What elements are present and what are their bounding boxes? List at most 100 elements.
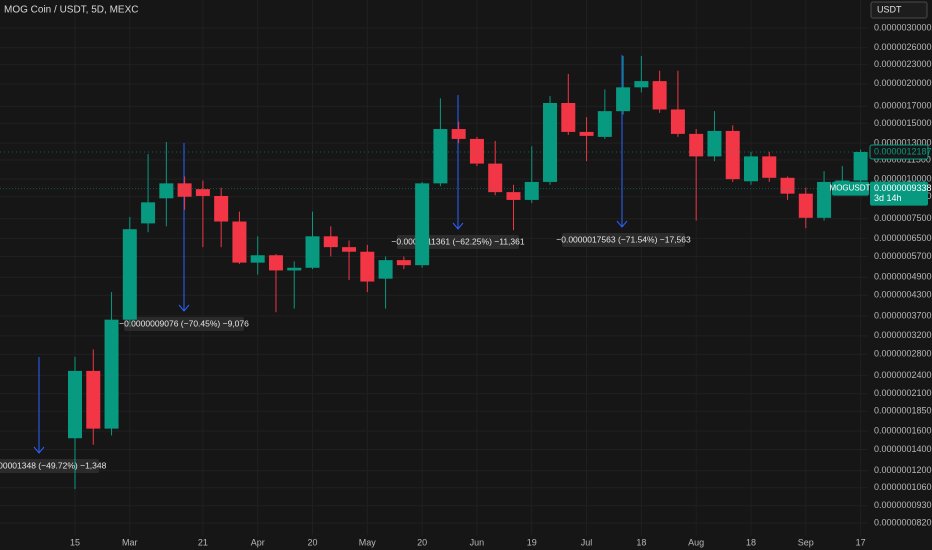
chart-title: MOG Coin / USDT, 5D, MEXC (4, 5, 138, 16)
x-tick-label: May (359, 537, 377, 547)
candle-body (250, 255, 265, 263)
candle-body (323, 236, 338, 248)
y-tick-label: 0.0000006500 (874, 233, 932, 243)
candle-body (122, 229, 137, 320)
candle-body (743, 156, 758, 182)
candle-body (287, 267, 302, 271)
y-tick-label: 0.0000017000 (874, 101, 932, 111)
y-tick-label: 0.0000001600 (874, 426, 932, 436)
candle-body (689, 133, 704, 157)
y-tick-label: 0.0000015000 (874, 118, 932, 128)
candle-body (86, 370, 101, 429)
candle-body (159, 183, 174, 199)
x-tick-label: Apr (251, 537, 265, 547)
x-tick-label: 20 (308, 537, 318, 547)
candle-body (415, 183, 430, 266)
candles (68, 55, 868, 490)
candle-body (68, 370, 82, 439)
symbol-name: MOGUSDT (830, 184, 871, 193)
candle-body (433, 129, 448, 184)
candle-body (817, 181, 832, 218)
price-axis: 0.0000030000 0.0000026000 0.0000023000 0.00… (0, 22, 932, 547)
arrow-head (33, 446, 45, 454)
x-tick-label: 18 (746, 537, 756, 547)
countdown: 3d 14h (874, 193, 902, 203)
candle-body (488, 163, 503, 193)
x-tick-label: 15 (70, 537, 80, 547)
currency-box[interactable] (870, 1, 928, 19)
y-tick-label: 0.0000002100 (874, 388, 932, 398)
candle-body (561, 103, 576, 132)
candle-body (524, 181, 539, 200)
candle-body (378, 260, 393, 279)
x-tick-label: Jun (470, 537, 485, 547)
candle-body (543, 103, 558, 182)
measure-box (562, 233, 685, 247)
candle-body (305, 236, 320, 268)
candle-body (396, 260, 411, 266)
candle-body (232, 221, 247, 263)
y-tick-label: 0.0000001060 (874, 482, 932, 492)
annotations: 0000001348 (−49.72%) −1,348 −0.0000009076… (0, 55, 691, 473)
x-tick-label: Aug (688, 537, 704, 547)
candle-body (195, 189, 210, 196)
x-tick-label: 19 (527, 537, 537, 547)
candle-body (597, 111, 612, 137)
y-tick-label: 0.0000005700 (874, 251, 932, 261)
candle-body (652, 81, 667, 110)
candle-body (506, 192, 521, 200)
y-tick-label: 0.0000004900 (874, 272, 932, 282)
y-tick-label: 0.0000013000 (874, 137, 932, 147)
y-tick-label: 0.0000001200 (874, 465, 932, 475)
y-tick-label: 0.0000000820 (874, 517, 932, 527)
currency[interactable]: USDT (877, 4, 902, 14)
candle-body (853, 151, 868, 181)
candle-body (616, 87, 631, 112)
candle-body (268, 255, 283, 271)
measure-label: −0.0000017563 (−71.54%) −17,563 (556, 234, 691, 244)
candle-body (214, 195, 229, 222)
arrow-head (178, 304, 190, 312)
arrow-head (452, 222, 464, 230)
y-tick-label: 0.0000000930 (874, 500, 932, 510)
candle-body (469, 138, 484, 164)
y-tick-label: 0.0000002800 (874, 349, 932, 359)
candle-body (707, 130, 722, 157)
measure-box (124, 317, 244, 331)
candle-body (342, 247, 357, 252)
x-tick-label: Mar (122, 537, 138, 547)
y-tick-label: 0.0000001400 (874, 444, 932, 454)
candle-body (451, 129, 466, 139)
symbol-price-badge (870, 181, 928, 206)
measure-label: 0000001348 (−49.72%) −1,348 (0, 460, 107, 470)
grid (0, 0, 868, 535)
y-tick-label: 0.0000003700 (874, 310, 932, 320)
measure-label: −0.0000011361 (−62.25%) −11,361 (391, 236, 524, 246)
last-price-badge (869, 144, 929, 160)
y-tick-label: 0.0000030000 (874, 22, 932, 32)
candle-body (835, 180, 850, 182)
symbol-badge (832, 181, 869, 196)
candle-body (670, 109, 685, 134)
y-tick-label: 0.0000007500 (874, 213, 932, 223)
y-tick-label: 0.0000004300 (874, 290, 932, 300)
last-price-label: 0.0000012187 (874, 146, 932, 156)
candle-body (634, 81, 649, 88)
x-tick-label: 20 (417, 537, 427, 547)
arrow-head (616, 220, 628, 228)
candle-body (798, 193, 813, 218)
y-tick-label: 0.0000010000 (874, 174, 932, 184)
y-tick-label: 0.0000023000 (874, 59, 932, 69)
candle-body (141, 202, 156, 224)
candle-body (579, 131, 594, 136)
y-tick-label: 0.0000002400 (874, 370, 932, 380)
x-tick-label: Sep (798, 537, 814, 547)
y-tick-label: 0.0000026000 (874, 42, 932, 52)
y-tick-label: 0.0000003200 (874, 330, 932, 340)
candle-body (360, 251, 375, 282)
y-tick-label: 0.0000020000 (874, 78, 932, 88)
candle-body (177, 183, 192, 197)
measure-box (0, 459, 99, 473)
candle-body (780, 177, 795, 194)
